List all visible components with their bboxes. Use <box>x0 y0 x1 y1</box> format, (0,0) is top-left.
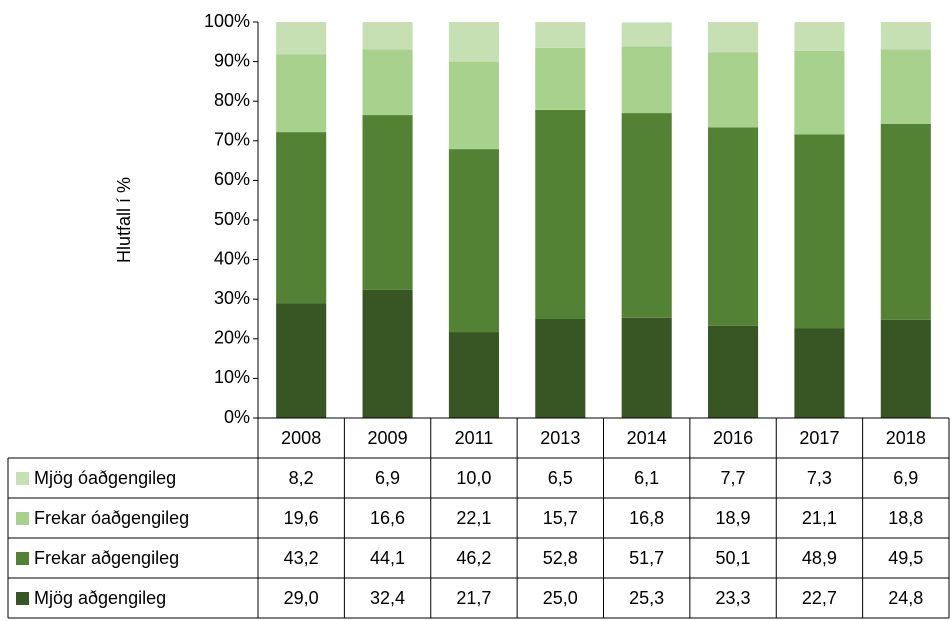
table-value: 44,1 <box>370 548 405 568</box>
y-tick-label: 70% <box>214 130 250 150</box>
table-value: 21,7 <box>456 588 491 608</box>
table-value: 23,3 <box>716 588 751 608</box>
bar-segment <box>794 50 845 135</box>
y-tick-label: 40% <box>214 248 250 268</box>
y-tick-label: 30% <box>214 288 250 308</box>
x-tick-label: 2009 <box>368 428 408 448</box>
table-value: 29,0 <box>284 588 319 608</box>
y-tick-label: 80% <box>214 90 250 110</box>
table-value: 46,2 <box>456 548 491 568</box>
legend-label: Frekar óaðgengileg <box>34 508 189 528</box>
x-tick-label: 2014 <box>627 428 667 448</box>
bar-segment <box>535 22 586 48</box>
bar-segment <box>880 49 931 124</box>
table-value: 6,5 <box>548 468 573 488</box>
bar-segment <box>535 47 586 110</box>
legend-swatch <box>16 472 29 485</box>
x-tick-label: 2018 <box>886 428 926 448</box>
table-value: 21,1 <box>802 508 837 528</box>
y-axis-label: Hlutfall í % <box>114 177 134 263</box>
table-value: 25,0 <box>543 588 578 608</box>
bar-segment <box>362 49 413 116</box>
bar-segment <box>708 325 759 418</box>
table-value: 6,9 <box>375 468 400 488</box>
table-value: 15,7 <box>543 508 578 528</box>
table-value: 49,5 <box>888 548 923 568</box>
bar-segment <box>794 328 845 418</box>
bar-segment <box>621 22 672 47</box>
table-value: 6,1 <box>634 468 659 488</box>
legend-swatch <box>16 512 29 525</box>
bar-segment <box>362 289 413 418</box>
table-value: 16,8 <box>629 508 664 528</box>
y-tick-label: 0% <box>224 407 250 427</box>
legend-label: Mjög óaðgengileg <box>34 468 176 488</box>
bar-segment <box>448 149 499 333</box>
bar-segment <box>621 113 672 318</box>
bar-segment <box>362 22 413 50</box>
bar-segment <box>880 319 931 418</box>
bar-segment <box>621 317 672 418</box>
table-value: 19,6 <box>284 508 319 528</box>
bar-segment <box>880 123 931 320</box>
bar-segment <box>794 22 845 51</box>
bar-segment <box>276 54 327 133</box>
table-value: 7,7 <box>721 468 746 488</box>
bar-segment <box>448 22 499 62</box>
table-value: 51,7 <box>629 548 664 568</box>
bar-segment <box>276 22 327 55</box>
y-tick-label: 90% <box>214 50 250 70</box>
bar-segment <box>708 127 759 326</box>
bar-segment <box>276 303 327 418</box>
x-tick-label: 2016 <box>713 428 753 448</box>
table-value: 48,9 <box>802 548 837 568</box>
table-value: 6,9 <box>893 468 918 488</box>
bar-segment <box>362 115 413 290</box>
table-value: 18,9 <box>716 508 751 528</box>
table-value: 22,7 <box>802 588 837 608</box>
table-value: 7,3 <box>807 468 832 488</box>
table-value: 50,1 <box>716 548 751 568</box>
x-tick-label: 2011 <box>455 428 494 448</box>
x-tick-label: 2008 <box>281 428 321 448</box>
legend-swatch <box>16 592 29 605</box>
y-tick-label: 10% <box>214 367 250 387</box>
legend-label: Frekar aðgengileg <box>34 548 179 568</box>
y-tick-label: 20% <box>214 328 250 348</box>
bar-segment <box>621 46 672 114</box>
table-value: 24,8 <box>888 588 923 608</box>
table-value: 16,6 <box>370 508 405 528</box>
table-value: 18,8 <box>888 508 923 528</box>
bar-segment <box>794 134 845 329</box>
table-value: 52,8 <box>543 548 578 568</box>
x-tick-label: 2013 <box>540 428 580 448</box>
legend-swatch <box>16 552 29 565</box>
table-value: 22,1 <box>456 508 491 528</box>
table-value: 10,0 <box>456 468 491 488</box>
bar-segment <box>276 132 327 304</box>
bar-segment <box>448 332 499 418</box>
x-tick-label: 2017 <box>799 428 839 448</box>
table-value: 43,2 <box>284 548 319 568</box>
bar-segment <box>708 52 759 128</box>
table-value: 32,4 <box>370 588 405 608</box>
table-value: 25,3 <box>629 588 664 608</box>
bar-segment <box>448 61 499 150</box>
bar-segment <box>708 22 759 53</box>
bar-segment <box>535 319 586 418</box>
y-tick-label: 50% <box>214 209 250 229</box>
table-value: 8,2 <box>289 468 314 488</box>
y-tick-label: 100% <box>204 11 250 31</box>
bar-segment <box>535 109 586 319</box>
bar-segment <box>880 22 931 50</box>
legend-label: Mjög aðgengileg <box>34 588 166 608</box>
y-tick-label: 60% <box>214 169 250 189</box>
